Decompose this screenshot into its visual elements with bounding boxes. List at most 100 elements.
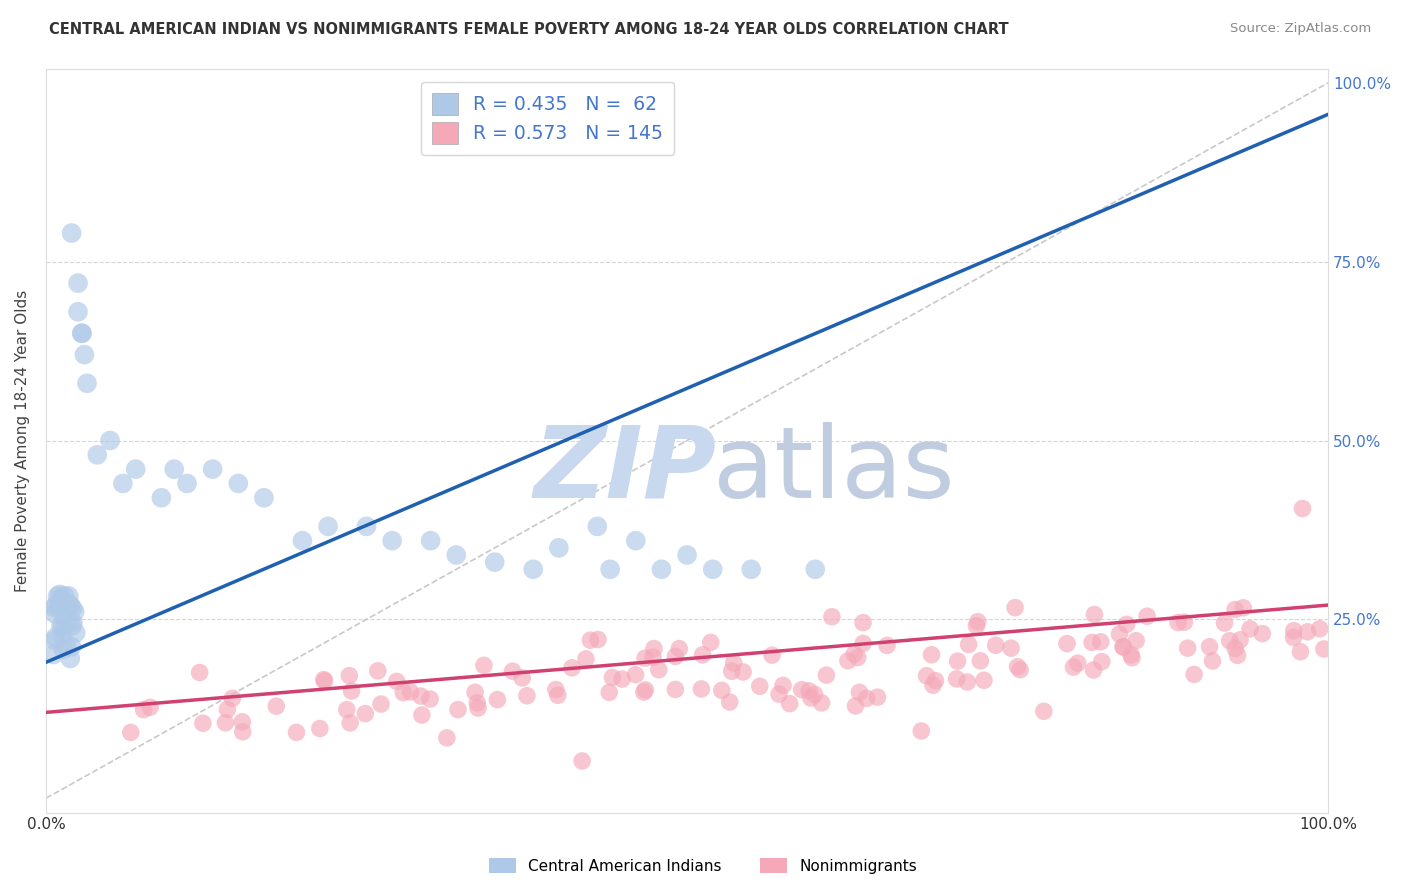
Point [354,706,377,721]
Point [624,533,647,548]
Point [201,462,224,476]
Point [924,673,946,688]
Point [866,690,889,705]
Point [308,722,330,736]
Point [356,519,378,533]
Point [624,667,647,681]
Point [1177,641,1199,656]
Point [1081,635,1104,649]
Point [55,639,77,653]
Point [740,562,762,576]
Point [381,533,404,548]
Point [1173,615,1195,630]
Point [163,462,186,476]
Point [411,708,433,723]
Point [643,641,665,656]
Point [700,635,723,649]
Point [336,703,359,717]
Point [733,665,755,679]
Point [59,598,82,612]
Point [1213,615,1236,630]
Point [702,562,724,576]
Point [42,648,65,662]
Point [966,615,988,629]
Point [46,589,69,603]
Point [547,688,569,702]
Point [232,724,254,739]
Point [48,599,70,613]
Point [772,678,794,692]
Point [446,548,468,562]
Point [1251,626,1274,640]
Point [598,685,620,699]
Point [1219,633,1241,648]
Point [125,462,148,476]
Point [1223,602,1246,616]
Point [1007,659,1029,673]
Point [599,562,621,576]
Point [1083,607,1105,622]
Point [1067,656,1090,670]
Point [846,650,869,665]
Point [120,725,142,739]
Point [650,562,672,576]
Point [472,658,495,673]
Point [664,682,686,697]
Text: atlas: atlas [713,422,955,519]
Point [51,591,73,606]
Point [1136,609,1159,624]
Point [409,689,432,703]
Point [51,621,73,635]
Point [718,695,741,709]
Point [467,701,489,715]
Point [748,679,770,693]
Point [855,691,877,706]
Point [399,685,422,699]
Text: ZIP: ZIP [533,422,716,519]
Point [641,650,664,665]
Point [62,615,84,630]
Point [804,562,827,576]
Point [385,674,408,689]
Point [98,434,121,448]
Point [132,703,155,717]
Point [586,632,609,647]
Point [1091,655,1114,669]
Point [62,601,84,615]
Point [522,562,544,576]
Point [973,673,995,688]
Point [436,731,458,745]
Text: CENTRAL AMERICAN INDIAN VS NONIMMIGRANTS FEMALE POVERTY AMONG 18-24 YEAR OLDS CO: CENTRAL AMERICAN INDIAN VS NONIMMIGRANTS… [49,22,1010,37]
Point [561,661,583,675]
Point [1226,648,1249,663]
Point [231,714,253,729]
Point [1167,615,1189,630]
Point [111,476,134,491]
Point [547,541,569,555]
Point [821,609,844,624]
Point [217,702,239,716]
Point [176,476,198,491]
Point [720,665,742,679]
Point [1201,654,1223,668]
Point [150,491,173,505]
Point [221,691,243,706]
Point [70,326,93,341]
Point [1239,622,1261,636]
Point [676,548,699,562]
Point [316,519,339,533]
Point [797,684,820,698]
Point [52,642,75,657]
Point [214,715,236,730]
Point [59,651,82,665]
Point [58,589,80,603]
Point [44,600,66,615]
Point [367,664,389,678]
Point [1083,663,1105,677]
Point [340,684,363,698]
Point [1056,636,1078,650]
Point [44,631,66,645]
Point [837,654,859,668]
Point [710,683,733,698]
Point [844,647,866,661]
